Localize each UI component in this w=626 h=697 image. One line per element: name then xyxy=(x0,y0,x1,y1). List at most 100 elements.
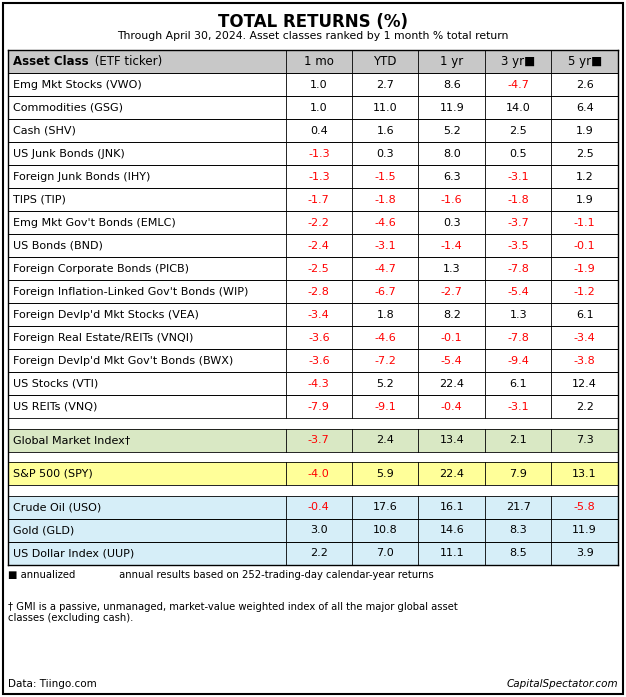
Bar xyxy=(8,372,618,395)
Text: 14.0: 14.0 xyxy=(506,102,531,113)
Text: -5.8: -5.8 xyxy=(574,502,595,512)
Text: 11.9: 11.9 xyxy=(572,525,597,535)
Text: 8.3: 8.3 xyxy=(510,525,527,535)
Text: -1.4: -1.4 xyxy=(441,240,463,251)
Text: 11.0: 11.0 xyxy=(373,102,398,113)
Text: -4.7: -4.7 xyxy=(374,264,396,274)
Text: Global Market Index†: Global Market Index† xyxy=(13,436,130,445)
Text: Foreign Junk Bonds (IHY): Foreign Junk Bonds (IHY) xyxy=(13,171,150,182)
Text: 17.6: 17.6 xyxy=(373,502,398,512)
Text: 6.3: 6.3 xyxy=(443,171,461,182)
Text: US REITs (VNQ): US REITs (VNQ) xyxy=(13,402,97,412)
Text: 22.4: 22.4 xyxy=(439,379,464,389)
Text: 8.6: 8.6 xyxy=(443,79,461,90)
Text: 5 yr■: 5 yr■ xyxy=(568,55,602,68)
Text: -4.3: -4.3 xyxy=(308,379,330,389)
Text: 1.3: 1.3 xyxy=(443,264,461,274)
Text: 11.9: 11.9 xyxy=(439,102,464,113)
Text: 2.7: 2.7 xyxy=(376,79,394,90)
Bar xyxy=(8,142,618,165)
Bar xyxy=(8,73,618,96)
Text: 8.5: 8.5 xyxy=(510,548,527,558)
Text: 1.0: 1.0 xyxy=(310,102,327,113)
Bar xyxy=(8,50,618,73)
Text: -2.5: -2.5 xyxy=(308,264,330,274)
Bar xyxy=(8,257,618,280)
Text: 2.5: 2.5 xyxy=(576,148,593,159)
Text: 6.1: 6.1 xyxy=(510,379,527,389)
Text: 7.3: 7.3 xyxy=(576,436,593,445)
Text: Foreign Corporate Bonds (PICB): Foreign Corporate Bonds (PICB) xyxy=(13,264,188,274)
Text: YTD: YTD xyxy=(374,55,397,68)
Text: -4.6: -4.6 xyxy=(374,333,396,343)
Text: -6.7: -6.7 xyxy=(374,287,396,297)
Text: -4.0: -4.0 xyxy=(308,468,330,479)
Bar xyxy=(8,485,618,496)
Text: -1.7: -1.7 xyxy=(308,194,330,205)
Text: 8.0: 8.0 xyxy=(443,148,461,159)
Text: -9.4: -9.4 xyxy=(507,356,529,366)
Text: -0.4: -0.4 xyxy=(441,402,463,412)
Bar xyxy=(8,119,618,142)
Text: 6.1: 6.1 xyxy=(576,310,593,320)
Text: 1.9: 1.9 xyxy=(576,194,593,205)
Text: TIPS (TIP): TIPS (TIP) xyxy=(13,194,65,205)
Text: 2.1: 2.1 xyxy=(510,436,527,445)
Bar xyxy=(8,303,618,326)
Text: 1.9: 1.9 xyxy=(576,125,593,136)
Text: US Bonds (BND): US Bonds (BND) xyxy=(13,240,103,251)
Text: -1.8: -1.8 xyxy=(374,194,396,205)
Text: -0.1: -0.1 xyxy=(441,333,463,343)
Text: 2.6: 2.6 xyxy=(576,79,593,90)
Text: 1 mo: 1 mo xyxy=(304,55,334,68)
Bar xyxy=(8,188,618,211)
Text: -1.3: -1.3 xyxy=(308,171,330,182)
Text: ■ annualized              annual results based on 252-trading-day calendar-year : ■ annualized annual results based on 252… xyxy=(8,570,434,580)
Text: -1.2: -1.2 xyxy=(574,287,595,297)
Text: -1.5: -1.5 xyxy=(374,171,396,182)
Text: 5.9: 5.9 xyxy=(376,468,394,479)
Text: -3.1: -3.1 xyxy=(507,171,529,182)
Text: 0.3: 0.3 xyxy=(443,217,461,228)
Text: 7.9: 7.9 xyxy=(509,468,527,479)
Text: 1.3: 1.3 xyxy=(510,310,527,320)
Text: -3.6: -3.6 xyxy=(308,333,330,343)
Text: 2.2: 2.2 xyxy=(576,402,593,412)
Text: Emg Mkt Stocks (VWO): Emg Mkt Stocks (VWO) xyxy=(13,79,141,90)
Text: -3.4: -3.4 xyxy=(574,333,595,343)
Text: 7.0: 7.0 xyxy=(376,548,394,558)
Text: Foreign Devlp'd Mkt Stocks (VEA): Foreign Devlp'd Mkt Stocks (VEA) xyxy=(13,310,198,320)
Text: 0.4: 0.4 xyxy=(310,125,327,136)
Bar xyxy=(8,418,618,429)
Text: 2.2: 2.2 xyxy=(310,548,328,558)
Text: 1.8: 1.8 xyxy=(376,310,394,320)
Text: 6.4: 6.4 xyxy=(576,102,593,113)
Text: -1.3: -1.3 xyxy=(308,148,330,159)
Text: Foreign Devlp'd Mkt Gov't Bonds (BWX): Foreign Devlp'd Mkt Gov't Bonds (BWX) xyxy=(13,356,233,366)
Text: 21.7: 21.7 xyxy=(506,502,531,512)
Text: Data: Tiingo.com: Data: Tiingo.com xyxy=(8,679,97,689)
Text: -3.7: -3.7 xyxy=(308,436,330,445)
Text: 10.8: 10.8 xyxy=(373,525,398,535)
Text: -1.9: -1.9 xyxy=(574,264,595,274)
Text: -1.1: -1.1 xyxy=(574,217,595,228)
Bar xyxy=(8,165,618,188)
Text: -2.4: -2.4 xyxy=(308,240,330,251)
Text: -3.8: -3.8 xyxy=(574,356,595,366)
Text: Gold (GLD): Gold (GLD) xyxy=(13,525,74,535)
Text: 12.4: 12.4 xyxy=(572,379,597,389)
Text: 5.2: 5.2 xyxy=(376,379,394,389)
Text: 11.1: 11.1 xyxy=(439,548,464,558)
Text: -1.6: -1.6 xyxy=(441,194,463,205)
Bar xyxy=(8,462,618,485)
Bar xyxy=(8,496,618,519)
Text: Foreign Inflation-Linked Gov't Bonds (WIP): Foreign Inflation-Linked Gov't Bonds (WI… xyxy=(13,287,248,297)
Text: Commodities (GSG): Commodities (GSG) xyxy=(13,102,123,113)
Text: -7.9: -7.9 xyxy=(308,402,330,412)
Text: 2.5: 2.5 xyxy=(510,125,527,136)
Text: (ETF ticker): (ETF ticker) xyxy=(91,55,162,68)
Bar xyxy=(8,211,618,234)
Bar xyxy=(8,326,618,349)
Text: -3.5: -3.5 xyxy=(507,240,529,251)
Text: -2.8: -2.8 xyxy=(308,287,330,297)
